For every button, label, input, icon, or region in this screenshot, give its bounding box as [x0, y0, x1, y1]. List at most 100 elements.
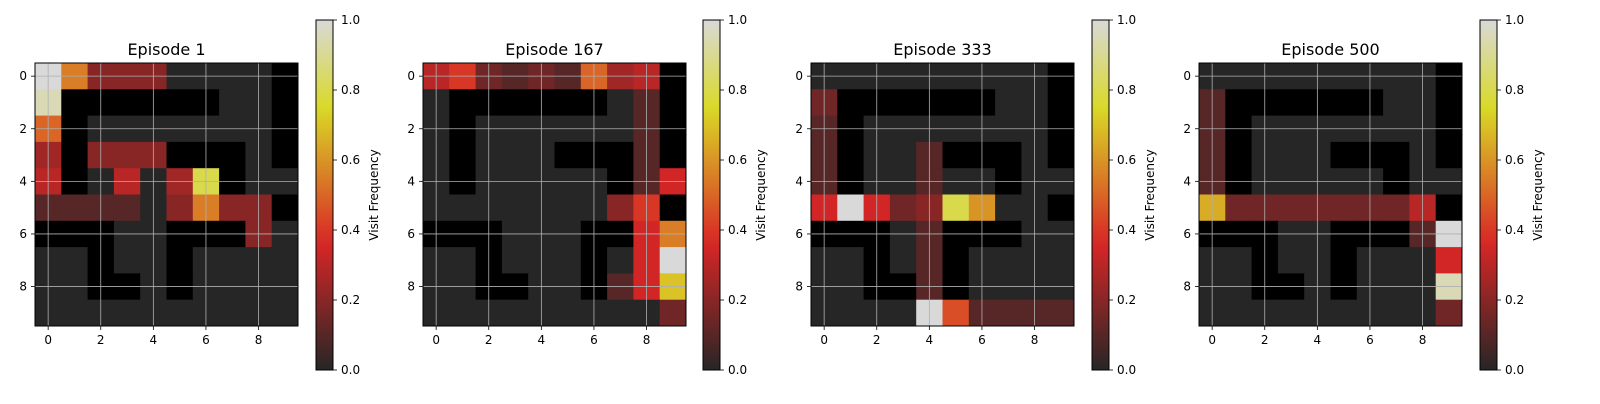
x-tick-label: 8 [1031, 333, 1039, 347]
y-tick-label: 4 [407, 174, 415, 188]
heatmap-cell [449, 299, 477, 327]
colorbar-tick-label: 1.0 [1505, 13, 1524, 27]
colorbar-tick-label: 0.4 [1505, 223, 1524, 237]
y-tick-label: 2 [19, 122, 27, 136]
y-tick-label: 8 [407, 280, 415, 294]
heatmap-cell [449, 247, 477, 274]
heatmap-cell [837, 141, 865, 169]
heatmap-cell [61, 141, 89, 169]
heatmap-cell [449, 194, 477, 222]
heatmap-cell [501, 247, 529, 274]
y-tick-label: 8 [1183, 280, 1191, 294]
plot-frame [422, 62, 687, 327]
heatmap-cell [166, 89, 194, 117]
heatmap-cell [61, 194, 89, 222]
heatmap-cell [1047, 194, 1075, 222]
heatmap-cell [659, 299, 687, 327]
heatmap-cell [889, 194, 917, 222]
x-tick-label: 4 [1314, 333, 1322, 347]
x-tick-label: 6 [202, 333, 210, 347]
heatmap-cell [271, 89, 299, 117]
heatmap-cell [1225, 89, 1253, 117]
colorbar-tick-label: 0.4 [1117, 223, 1136, 237]
heatmap-panel-2: Episode 167 0 2 4 6 8 0 2 4 6 8 0.0 0.2 0.4 0.6 0.8 1.0 V… [407, 13, 768, 377]
y-tick-label: 2 [407, 122, 415, 136]
heatmap-cell [113, 141, 141, 169]
y-tick-label: 8 [19, 280, 27, 294]
x-tick-label: 6 [1366, 333, 1374, 347]
x-tick-label: 2 [485, 333, 493, 347]
x-tick-label: 4 [926, 333, 934, 347]
y-tick-label: 2 [795, 122, 803, 136]
heatmap-cell [942, 194, 970, 222]
heatmap-cell [1225, 141, 1253, 169]
colorbar-tick-label: 0.2 [728, 293, 747, 307]
heatmap-cell [942, 89, 970, 117]
heatmap-cell [166, 299, 194, 327]
colorbar-tick-label: 0.8 [1117, 83, 1136, 97]
heatmap-cell [889, 141, 917, 169]
x-tick-label: 8 [255, 333, 263, 347]
colorbar-tick-label: 0.4 [728, 223, 747, 237]
heatmap-cell [501, 89, 529, 117]
y-tick-label: 0 [1183, 69, 1191, 83]
colorbar [1091, 19, 1110, 371]
heatmap-cell [449, 141, 477, 169]
heatmap-cell [1277, 299, 1305, 327]
colorbar-tick-label: 0.6 [1117, 153, 1136, 167]
heatmap-cell [1435, 141, 1463, 169]
heatmap-cell [1277, 89, 1305, 117]
heatmap-cell [1383, 194, 1410, 222]
colorbar-tick-label: 0.2 [1505, 293, 1524, 307]
heatmap-cell [219, 247, 246, 274]
panel-title-1: Episode 1 [127, 40, 205, 59]
heatmap-cell [607, 247, 634, 274]
heatmap-cell [1277, 194, 1305, 222]
heatmap-cell [271, 194, 299, 222]
colorbar-tick-label: 0.6 [1505, 153, 1524, 167]
heatmap-cell [837, 247, 865, 274]
heatmap-cell [995, 194, 1022, 222]
heatmap-cell [1330, 247, 1358, 274]
y-tick-label: 0 [407, 69, 415, 83]
x-tick-label: 0 [1208, 333, 1216, 347]
heatmap-cell [219, 194, 246, 222]
heatmap-cell [1435, 299, 1463, 327]
colorbar-tick-label: 0.0 [341, 363, 360, 377]
heatmap-cell [554, 247, 582, 274]
heatmap-cell [942, 141, 970, 169]
y-tick-label: 4 [795, 174, 803, 188]
heatmap-cell [889, 89, 917, 117]
heatmap-cell [1277, 247, 1305, 274]
x-tick-label: 2 [1261, 333, 1269, 347]
colorbar-tick-label: 0.0 [728, 363, 747, 377]
y-tick-label: 8 [795, 280, 803, 294]
heatmap-cell [113, 194, 141, 222]
x-tick-label: 2 [97, 333, 105, 347]
heatmap-cell [837, 299, 865, 327]
colorbar-tick-label: 0.2 [1117, 293, 1136, 307]
x-tick-label: 4 [150, 333, 158, 347]
colorbar-tick-label: 0.6 [341, 153, 360, 167]
plot-frame [1198, 62, 1463, 327]
heatmap-cell [449, 89, 477, 117]
colorbar-label: Visit Frequency [754, 149, 768, 240]
heatmap-cell [219, 89, 246, 117]
heatmap-cell [554, 89, 582, 117]
heatmap-cell [1330, 141, 1358, 169]
heatmap-cell [942, 299, 970, 327]
heatmap-cell [1047, 141, 1075, 169]
heatmap-panel-4: Episode 500 0 2 4 6 8 0 2 4 6 8 0.0 0.2 0.4 0.6 0.8 1.0 V… [1183, 13, 1545, 377]
heatmap-cell [1330, 194, 1358, 222]
heatmap-cell [1383, 247, 1410, 274]
colorbar-tick-label: 0.8 [1505, 83, 1524, 97]
colorbar-label: Visit Frequency [1143, 149, 1157, 240]
colorbar-label: Visit Frequency [1531, 149, 1545, 240]
heatmap-cell [1047, 299, 1075, 327]
heatmap-cell [995, 141, 1022, 169]
heatmap-cell [554, 299, 582, 327]
heatmap-cell [166, 247, 194, 274]
colorbar-tick-label: 0.0 [1505, 363, 1524, 377]
